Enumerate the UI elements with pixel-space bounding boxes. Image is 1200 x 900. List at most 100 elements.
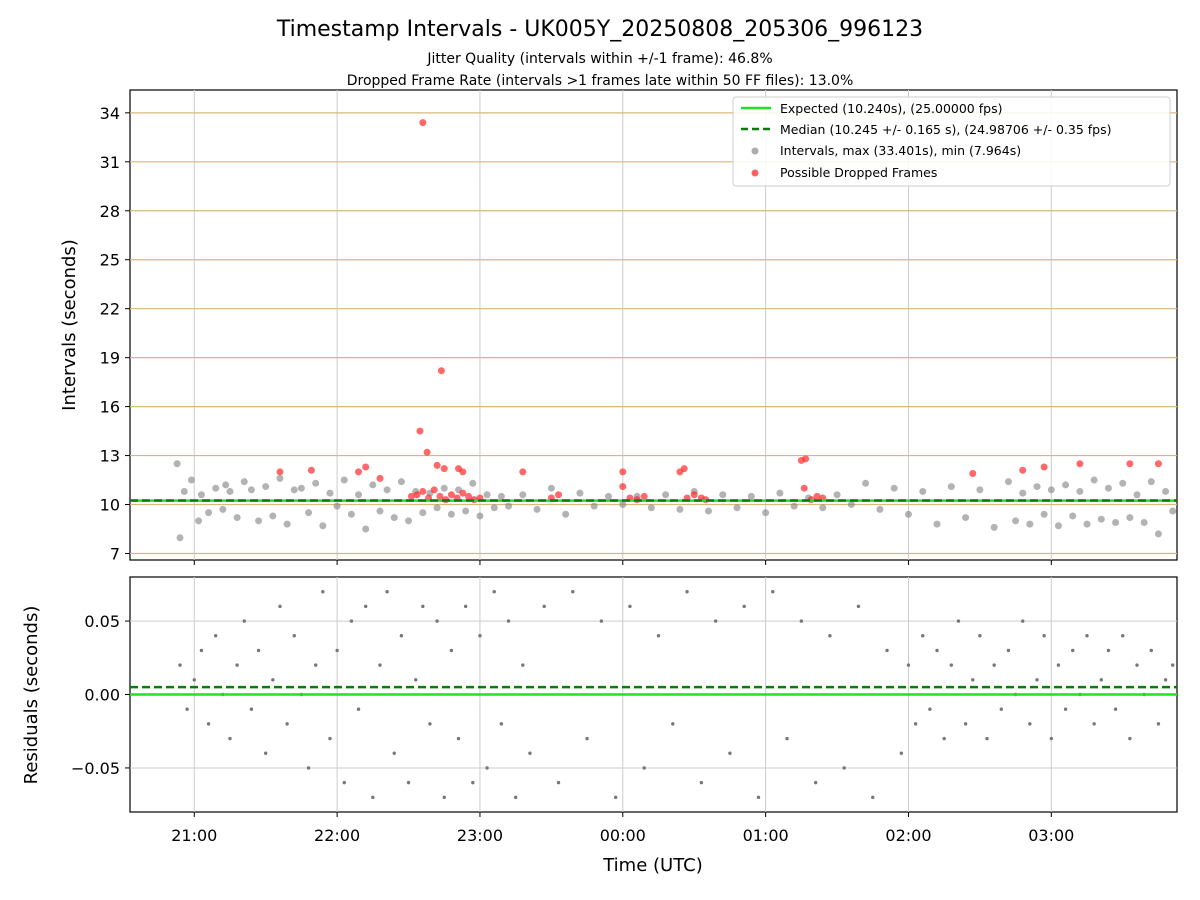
top-y-tick-label: 16 [100, 398, 120, 417]
interval-point [297, 484, 305, 492]
interval-point [519, 491, 527, 499]
interval-point [222, 481, 230, 489]
residual-point [1063, 707, 1068, 711]
top-y-tick-label: 25 [100, 251, 120, 270]
top-plot-marks [130, 119, 1177, 542]
dropped-frame-point [437, 367, 445, 375]
interval-point [476, 512, 484, 520]
bottom-plot: 21:00 22:00 23:00 00:00 01:00 02:00 03:00 −0.05… [21, 576, 1178, 876]
interval-point [469, 479, 477, 487]
residual-point [871, 795, 875, 800]
residual-point [1156, 722, 1161, 726]
interval-point [440, 484, 448, 492]
residual-point [256, 648, 261, 653]
interval-point [490, 504, 498, 512]
interval-point [355, 491, 363, 499]
interval-point [576, 489, 584, 497]
dropped-frame-point [1076, 460, 1084, 468]
interval-point [547, 484, 555, 492]
interval-point [1083, 520, 1091, 528]
residual-point [1085, 634, 1089, 638]
interval-point [1047, 486, 1055, 494]
residual-point [292, 634, 296, 638]
residual-point [971, 678, 975, 682]
interval-point [240, 478, 248, 486]
residual-point [1163, 678, 1168, 682]
interval-point [1012, 517, 1020, 525]
residual-point [799, 619, 804, 623]
residual-point [1006, 648, 1011, 653]
residual-point [428, 722, 432, 726]
dropped-frame-point [1154, 460, 1162, 468]
top-y-tick-label: 31 [100, 153, 120, 172]
residual-point [1171, 663, 1175, 667]
residual-point [471, 780, 475, 785]
residual-point [378, 663, 382, 667]
interval-point [312, 479, 320, 487]
residual-point [1021, 619, 1025, 623]
interval-point [619, 501, 627, 509]
x-tick-label: 23:00 [457, 826, 503, 845]
x-tick-label: 01:00 [743, 826, 789, 845]
top-plot-y-axis-label: Intervals (seconds) [59, 239, 80, 411]
interval-point [704, 507, 712, 515]
dropped-frame-point [802, 455, 810, 463]
interval-point [1154, 530, 1162, 538]
interval-point [933, 520, 941, 528]
residual-point [942, 736, 946, 741]
interval-point [173, 460, 181, 468]
residual-point [613, 795, 618, 800]
residual-point [214, 634, 218, 638]
residual-point [463, 604, 468, 609]
residual-point [828, 634, 832, 638]
interval-point [362, 525, 370, 533]
dropped-frame-point [430, 486, 438, 494]
top-y-tick-label: 10 [100, 496, 120, 515]
residual-point [1113, 707, 1118, 711]
residual-point [492, 589, 496, 594]
residual-point [499, 722, 504, 726]
residual-point [935, 648, 939, 653]
residual-point [956, 619, 961, 623]
interval-point [219, 505, 227, 513]
interval-point [1033, 483, 1041, 491]
residual-point [556, 780, 561, 785]
top-y-tick-label: 28 [100, 202, 120, 221]
interval-point [962, 514, 970, 522]
residual-point [306, 766, 311, 770]
interval-point [676, 505, 684, 513]
residual-point [313, 663, 318, 667]
top-y-tick-label: 7 [110, 544, 120, 563]
residual-point [599, 619, 604, 623]
chart-subtitle-line-2: Dropped Frame Rate (intervals >1 frames … [347, 73, 854, 89]
residual-point [1149, 648, 1153, 653]
residual-point [1071, 648, 1075, 653]
interval-point [1104, 484, 1112, 492]
residual-point [628, 604, 632, 609]
interval-point [1069, 512, 1077, 520]
top-plot-gridlines [130, 90, 1177, 560]
residual-point [392, 751, 396, 755]
legend-dropped-swatch [751, 169, 759, 177]
residual-point [399, 634, 404, 638]
interval-point [590, 502, 598, 510]
x-tick-label: 00:00 [600, 826, 646, 845]
legend-expected-label: Expected (10.240s), (25.00000 fps) [780, 101, 1002, 116]
residual-point [899, 751, 904, 755]
interval-point [733, 504, 741, 512]
chart-subtitle-line-1: Jitter Quality (intervals within +/-1 fr… [426, 51, 772, 67]
interval-point [662, 491, 670, 499]
residual-point [742, 604, 746, 609]
residual-point [335, 648, 339, 653]
top-plot-frame [129, 89, 1178, 561]
residual-point [771, 589, 775, 594]
legend-intervals-swatch [751, 147, 759, 155]
interval-point [1119, 479, 1127, 487]
dropped-frame-point [1126, 460, 1134, 468]
residual-point [321, 589, 325, 594]
interval-point [187, 476, 195, 484]
residual-point [978, 634, 982, 638]
dropped-frame-point [465, 492, 473, 500]
